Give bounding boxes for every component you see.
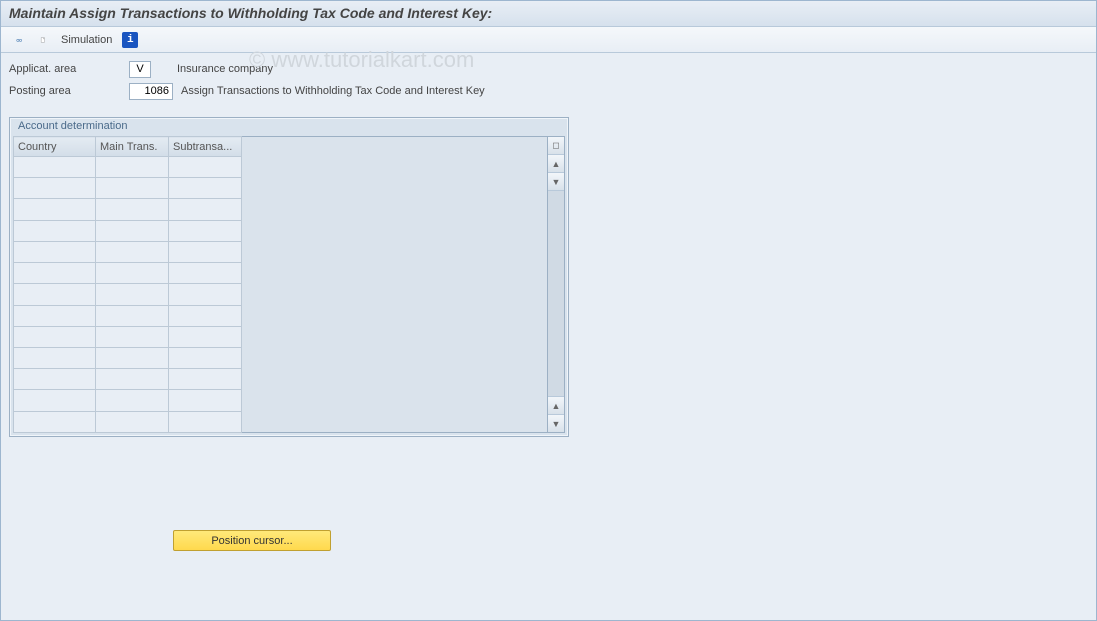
table-cell[interactable] [169, 390, 242, 411]
table-row[interactable] [14, 241, 242, 262]
table-cell[interactable] [96, 347, 169, 368]
table-cell[interactable] [14, 347, 96, 368]
table-row[interactable] [14, 199, 242, 220]
table-row[interactable] [14, 326, 242, 347]
title-bar: Maintain Assign Transactions to Withhold… [1, 1, 1096, 27]
col-header-country[interactable]: Country [14, 137, 96, 157]
position-cursor-label: Position cursor... [211, 535, 292, 547]
table-cell[interactable] [14, 241, 96, 262]
table-cell[interactable] [14, 220, 96, 241]
table-row[interactable] [14, 157, 242, 178]
table-cell[interactable] [96, 241, 169, 262]
table-cell[interactable] [96, 263, 169, 284]
scroll-track[interactable] [548, 191, 564, 396]
table-cell[interactable] [169, 241, 242, 262]
scroll-page-up-icon[interactable]: ▼ [548, 173, 564, 191]
table-cell[interactable] [169, 220, 242, 241]
table-cell[interactable] [96, 284, 169, 305]
toolbar: Simulation i [1, 27, 1096, 53]
table-cell[interactable] [96, 178, 169, 199]
form-row-posting-area: Posting area Assign Transactions to With… [9, 81, 1088, 101]
table-cell[interactable] [96, 390, 169, 411]
table-row[interactable] [14, 220, 242, 241]
table-row[interactable] [14, 411, 242, 432]
table-cell[interactable] [14, 305, 96, 326]
group-title: Account determination [16, 120, 129, 132]
table-cell[interactable] [14, 199, 96, 220]
table-cell[interactable] [169, 157, 242, 178]
scroll-page-down-icon[interactable]: ▲ [548, 396, 564, 414]
position-cursor-button[interactable]: Position cursor... [173, 530, 331, 551]
scroll-select-all[interactable]: ◻ [548, 137, 564, 155]
table-cell[interactable] [14, 390, 96, 411]
posting-area-label: Posting area [9, 85, 129, 97]
table-row[interactable] [14, 178, 242, 199]
table-cell[interactable] [169, 263, 242, 284]
table-row[interactable] [14, 369, 242, 390]
info-icon[interactable]: i [122, 32, 138, 48]
simulation-label[interactable]: Simulation [61, 34, 112, 46]
table-cell[interactable] [14, 178, 96, 199]
table-cell[interactable] [169, 347, 242, 368]
scroll-up-icon[interactable]: ▲ [548, 155, 564, 173]
table-cell[interactable] [169, 411, 242, 432]
grid-spacer [242, 136, 547, 433]
grid-table[interactable]: Country Main Trans. Subtransa... [13, 136, 242, 433]
content-area: Applicat. area Insurance company Posting… [1, 53, 1096, 620]
table-cell[interactable] [14, 263, 96, 284]
table-cell[interactable] [169, 284, 242, 305]
table-cell[interactable] [169, 199, 242, 220]
applicat-area-field[interactable] [129, 61, 151, 78]
table-cell[interactable] [14, 284, 96, 305]
table-cell[interactable] [96, 157, 169, 178]
table-cell[interactable] [169, 305, 242, 326]
table-cell[interactable] [169, 326, 242, 347]
table-cell[interactable] [96, 411, 169, 432]
col-header-subtransa[interactable]: Subtransa... [169, 137, 242, 157]
new-page-icon[interactable] [33, 31, 53, 49]
table-row[interactable] [14, 263, 242, 284]
glasses-icon[interactable] [9, 31, 29, 49]
col-header-main-trans[interactable]: Main Trans. [96, 137, 169, 157]
posting-area-field[interactable] [129, 83, 173, 100]
table-row[interactable] [14, 305, 242, 326]
table-cell[interactable] [96, 220, 169, 241]
applicat-area-label: Applicat. area [9, 63, 129, 75]
account-determination-group: Account determination Country Main Trans… [9, 117, 569, 437]
posting-area-desc: Assign Transactions to Withholding Tax C… [181, 85, 485, 97]
table-cell[interactable] [96, 369, 169, 390]
table-cell[interactable] [96, 326, 169, 347]
table-row[interactable] [14, 347, 242, 368]
table-cell[interactable] [169, 369, 242, 390]
form-row-applicat-area: Applicat. area Insurance company [9, 59, 1088, 79]
applicat-area-desc: Insurance company [177, 63, 273, 75]
table-row[interactable] [14, 284, 242, 305]
table-cell[interactable] [169, 178, 242, 199]
table-cell[interactable] [96, 199, 169, 220]
grid-header-row: Country Main Trans. Subtransa... [14, 137, 242, 157]
page-title: Maintain Assign Transactions to Withhold… [9, 5, 492, 21]
table-cell[interactable] [14, 157, 96, 178]
table-cell[interactable] [96, 305, 169, 326]
table-cell[interactable] [14, 326, 96, 347]
table-cell[interactable] [14, 369, 96, 390]
vertical-scrollbar[interactable]: ◻ ▲ ▼ ▲ ▼ [547, 136, 565, 433]
table-cell[interactable] [14, 411, 96, 432]
grid-wrap: Country Main Trans. Subtransa... ◻ ▲ ▼ ▲ [13, 136, 565, 433]
table-row[interactable] [14, 390, 242, 411]
scroll-down-icon[interactable]: ▼ [548, 414, 564, 432]
